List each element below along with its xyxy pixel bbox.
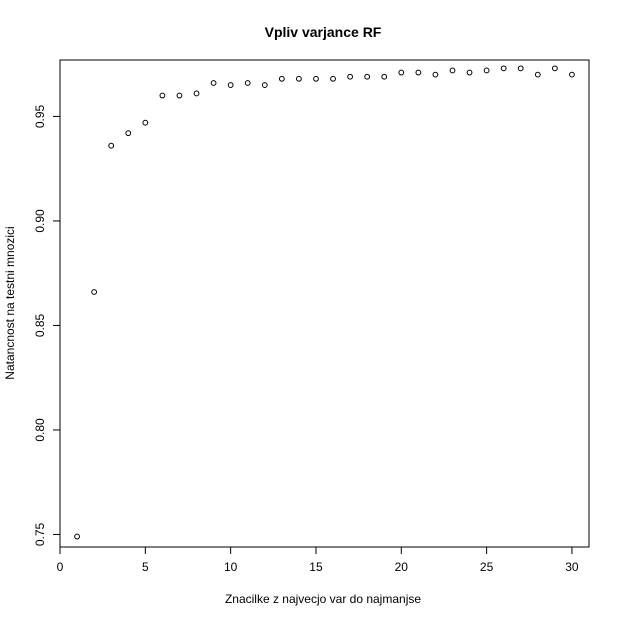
plot-frame bbox=[59, 59, 590, 548]
data-point bbox=[313, 75, 319, 82]
y-tick-label: 0.90 bbox=[33, 209, 47, 233]
data-point bbox=[551, 65, 558, 72]
y-axis-label: Natancnost na testni mnozici bbox=[3, 226, 17, 379]
x-tick-label: 25 bbox=[480, 560, 494, 574]
data-point bbox=[415, 69, 422, 76]
y-tick-label: 0.85 bbox=[33, 313, 47, 337]
data-point bbox=[466, 69, 473, 76]
x-tick-label: 0 bbox=[57, 560, 64, 574]
data-point bbox=[125, 130, 132, 137]
data-points bbox=[74, 65, 575, 540]
y-axis: 0.75 0.80 0.85 0.90 0.95 bbox=[33, 104, 61, 546]
data-point bbox=[517, 65, 524, 72]
data-point bbox=[91, 289, 98, 295]
x-axis-label: Znacilke z najvecjo var do najmanjse bbox=[225, 592, 421, 606]
y-tick-label: 0.80 bbox=[33, 418, 47, 442]
data-point bbox=[296, 75, 302, 82]
x-tick-label: 10 bbox=[224, 560, 238, 574]
data-point bbox=[569, 71, 575, 78]
data-point bbox=[449, 67, 456, 74]
data-point bbox=[227, 82, 234, 88]
x-tick-label: 30 bbox=[565, 560, 579, 574]
data-point bbox=[534, 71, 541, 78]
data-point bbox=[398, 69, 405, 76]
data-point bbox=[432, 71, 439, 78]
x-tick-label: 15 bbox=[309, 560, 323, 574]
data-point bbox=[210, 80, 217, 86]
data-point bbox=[159, 92, 166, 99]
data-point bbox=[278, 75, 285, 82]
data-point bbox=[330, 75, 336, 82]
data-point bbox=[74, 533, 80, 540]
data-point bbox=[500, 65, 507, 72]
y-tick-label: 0.95 bbox=[33, 104, 47, 128]
data-point bbox=[347, 73, 353, 80]
x-tick-label: 5 bbox=[142, 560, 149, 574]
data-point bbox=[142, 119, 149, 126]
data-point bbox=[244, 80, 251, 86]
data-point bbox=[108, 142, 115, 149]
x-axis: 0 5 10 15 20 25 30 bbox=[57, 546, 579, 574]
data-point bbox=[193, 90, 200, 97]
data-point bbox=[176, 92, 183, 99]
data-point bbox=[381, 73, 388, 80]
x-tick-label: 20 bbox=[395, 560, 409, 574]
data-point bbox=[483, 67, 490, 74]
data-point bbox=[364, 73, 371, 80]
chart-title: Vpliv varjance RF bbox=[265, 24, 382, 40]
data-point bbox=[261, 82, 268, 88]
y-tick-label: 0.75 bbox=[33, 522, 47, 546]
